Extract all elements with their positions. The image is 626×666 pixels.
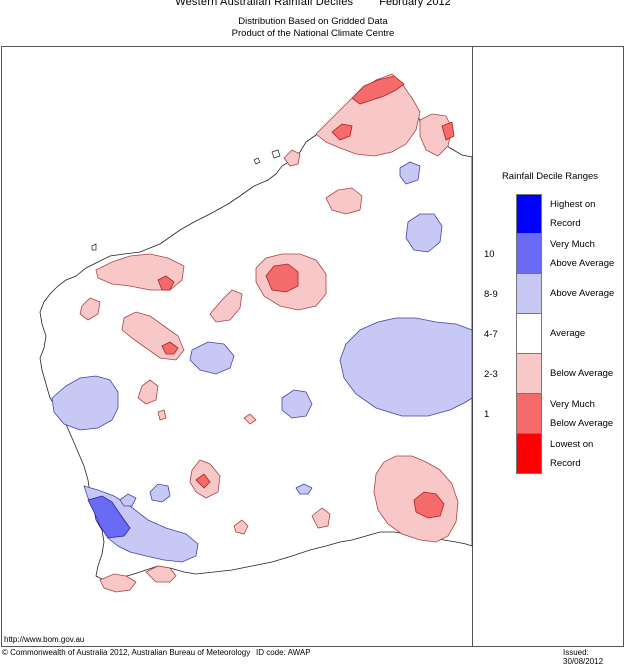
pink-area-upper-central <box>209 289 243 323</box>
subtitle-distribution: Distribution Based on Gridded Data <box>238 16 388 27</box>
blue-area-central <box>189 341 235 375</box>
map-title: Western Australian Rainfall Deciles Febru… <box>0 0 626 8</box>
map-frame <box>1 46 624 647</box>
pink-area-south-small-1 <box>233 519 249 535</box>
legend-label-line2: Record <box>550 458 581 469</box>
red-area-eucla <box>413 491 445 519</box>
footer-copyright: © Commonwealth of Australia 2012, Austra… <box>2 648 251 657</box>
legend-label: Above Average <box>550 284 625 303</box>
legend-label: Very Much Below Average <box>550 395 625 433</box>
blue-area-northeast <box>405 213 443 253</box>
blue-area-small-2 <box>295 483 313 495</box>
very-much-above-average-area <box>87 495 131 539</box>
legend-label-line1: Below Average <box>550 368 614 379</box>
title-text: Western Australian Rainfall Deciles <box>175 0 354 8</box>
blue-area-kimberley-small <box>399 161 421 185</box>
legend-label-line1: Very Much <box>550 239 595 250</box>
legend-decile-range: 1 <box>484 409 490 420</box>
pink-area-south <box>311 507 331 529</box>
legend-label: Highest on Record <box>550 195 625 233</box>
red-area-gascoyne <box>157 275 175 291</box>
pink-area-west <box>79 297 101 321</box>
legend-swatch <box>516 314 542 354</box>
footer-issued-date: Issued: 30/08/2012 <box>563 648 604 666</box>
pink-area-pilbara <box>325 187 363 215</box>
red-area-east-kimberley <box>441 121 455 141</box>
legend-swatch <box>516 194 542 234</box>
red-area-central-west <box>265 263 299 293</box>
pink-area-southeast-coast <box>145 565 177 583</box>
legend-swatch <box>516 234 542 274</box>
legend-swatch <box>516 274 542 314</box>
legend-title: Rainfall Decile Ranges <box>501 171 599 182</box>
island-3 <box>91 243 97 251</box>
red-area-goldfields <box>195 473 211 489</box>
legend-label-line1: Average <box>550 328 586 339</box>
footer-id-code: ID code: AWAP <box>256 648 311 657</box>
red-area-kimberley-north <box>351 75 405 105</box>
subtitle-product: Product of the National Climate Centre <box>231 28 395 39</box>
legend-swatch <box>516 394 542 434</box>
title-period: February 2012 <box>379 0 451 8</box>
red-area-kimberley-west <box>331 123 353 141</box>
pink-area-tiny-2 <box>157 409 167 421</box>
legend-decile-range: 4-7 <box>484 329 498 340</box>
legend-swatch <box>516 434 542 474</box>
legend-label-line2: Below Average <box>550 418 614 429</box>
blue-area-goldfields <box>281 389 313 419</box>
pink-area-south-coast <box>99 573 137 593</box>
blue-area-small-1 <box>119 493 137 507</box>
islands <box>91 149 281 251</box>
map-legend-divider <box>472 46 473 647</box>
legend-label-line1: Highest on <box>550 199 596 210</box>
pink-area-tiny-1 <box>243 413 257 425</box>
legend-label-line2: Record <box>550 218 581 229</box>
legend-label-line1: Very Much <box>550 399 595 410</box>
legend-decile-range: 2-3 <box>484 369 498 380</box>
pink-area-south-central <box>137 379 159 405</box>
legend-label-line1: Above Average <box>550 288 615 299</box>
legend-label: Average <box>550 324 625 343</box>
pink-area-east-kimberley <box>419 113 453 157</box>
legend-label: Below Average <box>550 364 625 383</box>
pink-area-pilbara-coast <box>283 149 301 167</box>
island-1 <box>271 149 281 159</box>
legend-label-line2: Above Average <box>550 258 615 269</box>
blue-area-wheatbelt <box>149 483 171 503</box>
legend-label: Lowest on Record <box>550 435 625 473</box>
blue-area-east-central <box>339 317 473 417</box>
red-area-murchison <box>161 341 179 355</box>
legend-swatch <box>516 354 542 394</box>
footer-url[interactable]: http://www.bom.gov.au <box>4 635 85 644</box>
legend-decile-range: 8-9 <box>484 289 498 300</box>
legend-decile-range: 10 <box>484 249 495 260</box>
legend-label: Very Much Above Average <box>550 235 625 273</box>
blue-area-midwest <box>51 375 119 431</box>
island-2 <box>253 157 261 165</box>
very-much-below-average-areas <box>157 75 455 519</box>
legend-label-line1: Lowest on <box>550 439 594 450</box>
